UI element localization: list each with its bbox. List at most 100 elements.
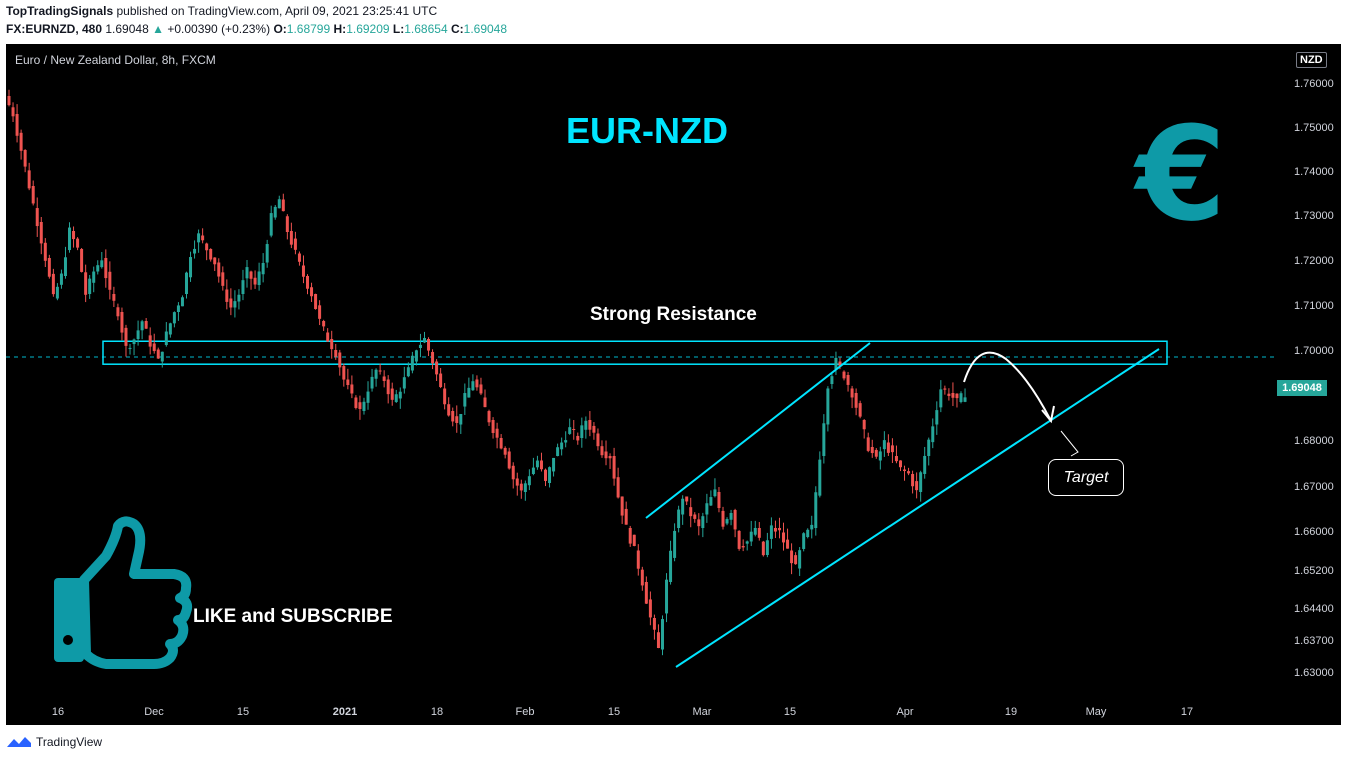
euro-symbol: € [1133, 104, 1226, 234]
low-label: L: [392, 22, 405, 36]
candle-body [431, 351, 435, 364]
candle-body [568, 427, 572, 434]
candle-body [471, 381, 475, 391]
candle-body [539, 460, 543, 470]
candle-body [293, 238, 297, 250]
resistance-zone [102, 340, 1168, 365]
published-text: published on TradingView.com, April 09, … [116, 4, 438, 18]
candle-body [915, 481, 919, 491]
candle-body [564, 440, 568, 443]
candle-body [874, 449, 878, 457]
candle-body [435, 361, 439, 375]
candle-body [830, 376, 834, 384]
candle-body [394, 394, 398, 402]
candle-body [301, 265, 305, 277]
x-tick-label: Feb [515, 706, 535, 718]
ohlc-line: FX:EURNZD, 480 1.69048 ▲ +0.00390 (+0.23… [6, 22, 507, 36]
x-tick-label: Dec [144, 706, 164, 718]
candle-body [503, 447, 507, 455]
candle-body [330, 339, 334, 350]
candle-body [923, 455, 927, 474]
currency-badge[interactable]: NZD [1296, 52, 1327, 68]
candle-body [221, 272, 225, 286]
candle-body [297, 253, 301, 262]
candle-body [306, 276, 310, 289]
candle-body [838, 361, 842, 366]
y-tick-label: 1.68000 [1294, 435, 1334, 447]
candle-body [911, 474, 915, 487]
candle-body [23, 150, 27, 167]
candle-body [580, 425, 584, 438]
candle-body [443, 388, 447, 405]
candle-body [777, 527, 781, 531]
candle-body [172, 312, 176, 324]
y-tick-label: 1.72000 [1294, 255, 1334, 267]
candle-body [592, 425, 596, 433]
candle-body [39, 222, 43, 244]
candle-body [749, 531, 753, 542]
candle-body [790, 550, 794, 564]
chart-big-title: EUR-NZD [566, 110, 728, 151]
candle-body [257, 271, 261, 285]
thumbs-up-icon [54, 516, 193, 669]
candle-body [229, 298, 233, 308]
candle-body [237, 294, 241, 302]
candle-body [689, 507, 693, 517]
target-callout-tail [1060, 430, 1079, 457]
candle-body [660, 619, 664, 650]
candle-body [479, 384, 483, 394]
y-tick-label: 1.71000 [1294, 300, 1334, 312]
candle-body [156, 349, 160, 359]
candle-body [527, 476, 531, 486]
candle-body [467, 387, 471, 398]
candle-body [180, 297, 184, 307]
publisher-name[interactable]: TopTradingSignals [6, 4, 114, 18]
candle-body [677, 509, 681, 528]
candle-body [253, 277, 257, 285]
candle-body [737, 530, 741, 549]
y-tick-label: 1.70000 [1294, 345, 1334, 357]
y-tick-label: 1.65200 [1294, 565, 1334, 577]
candle-body [483, 397, 487, 408]
candle-body [608, 456, 612, 459]
candle-body [673, 530, 677, 558]
candle-body [576, 435, 580, 441]
x-tick-label: 17 [1180, 706, 1194, 718]
candle-body [584, 420, 588, 430]
candle-body [729, 512, 733, 520]
candle-body [548, 467, 552, 483]
candle-body [951, 393, 955, 398]
candle-body [184, 272, 188, 294]
candle-body [47, 258, 51, 277]
high-value: 1.69209 [346, 22, 390, 36]
candle-body [535, 460, 539, 468]
candle-body [798, 550, 802, 569]
candle-body [822, 423, 826, 456]
candle-body [406, 367, 410, 377]
candle-body [92, 271, 96, 283]
candle-body [55, 286, 59, 299]
tradingview-brand[interactable]: TradingView [36, 735, 103, 749]
chart-canvas[interactable] [6, 44, 1341, 725]
candle-body [265, 244, 269, 263]
candle-body [439, 373, 443, 388]
candle-body [245, 267, 249, 279]
y-tick-label: 1.63000 [1294, 667, 1334, 679]
candle-body [120, 312, 124, 333]
candle-body [959, 393, 963, 402]
candle-body [802, 533, 806, 549]
candle-body [745, 541, 749, 544]
candle-body [390, 388, 394, 400]
candle-body [11, 107, 15, 117]
candle-body [556, 447, 560, 456]
candle-body [648, 599, 652, 618]
x-tick-label: 15 [236, 706, 250, 718]
y-tick-label: 1.64400 [1294, 603, 1334, 615]
candle-body [51, 273, 55, 295]
candle-body [826, 388, 830, 425]
chart-panel[interactable]: Euro / New Zealand Dollar, 8h, FXCM NZD … [6, 44, 1341, 725]
tradingview-footer[interactable]: TradingView [6, 735, 102, 749]
candle-body [338, 352, 342, 368]
candle-body [886, 442, 890, 453]
candle-body [197, 233, 201, 243]
